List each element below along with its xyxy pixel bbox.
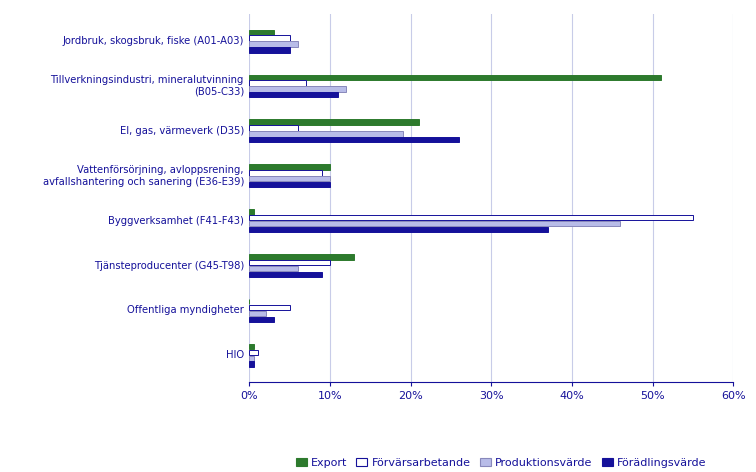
Bar (249, 75, 661, 80)
Bar (249, 80, 306, 86)
Bar (249, 170, 322, 176)
Bar (249, 209, 253, 215)
Bar (249, 350, 258, 355)
Bar (249, 86, 346, 92)
Bar (249, 355, 253, 361)
Bar (249, 137, 459, 143)
Bar (249, 317, 274, 322)
Bar (249, 30, 274, 35)
Bar (249, 119, 419, 125)
Bar (249, 182, 330, 187)
Bar (249, 221, 621, 226)
Bar (249, 125, 298, 131)
Legend: Export, Förvärsarbetande, Produktionsvärde, Förädlingsvärde: Export, Förvärsarbetande, Produktionsvär… (291, 454, 711, 472)
Bar (249, 272, 322, 277)
Bar (249, 164, 330, 170)
Bar (249, 35, 290, 41)
Bar (249, 260, 330, 265)
Bar (249, 305, 290, 310)
Bar (249, 362, 253, 367)
Bar (249, 227, 548, 232)
Bar (249, 344, 253, 349)
Bar (249, 42, 298, 47)
Bar (249, 47, 290, 52)
Bar (249, 131, 403, 136)
Bar (249, 176, 330, 181)
Bar (249, 92, 338, 97)
Bar (249, 254, 355, 260)
Bar (249, 266, 298, 271)
Bar (249, 215, 693, 220)
Bar (249, 311, 265, 316)
